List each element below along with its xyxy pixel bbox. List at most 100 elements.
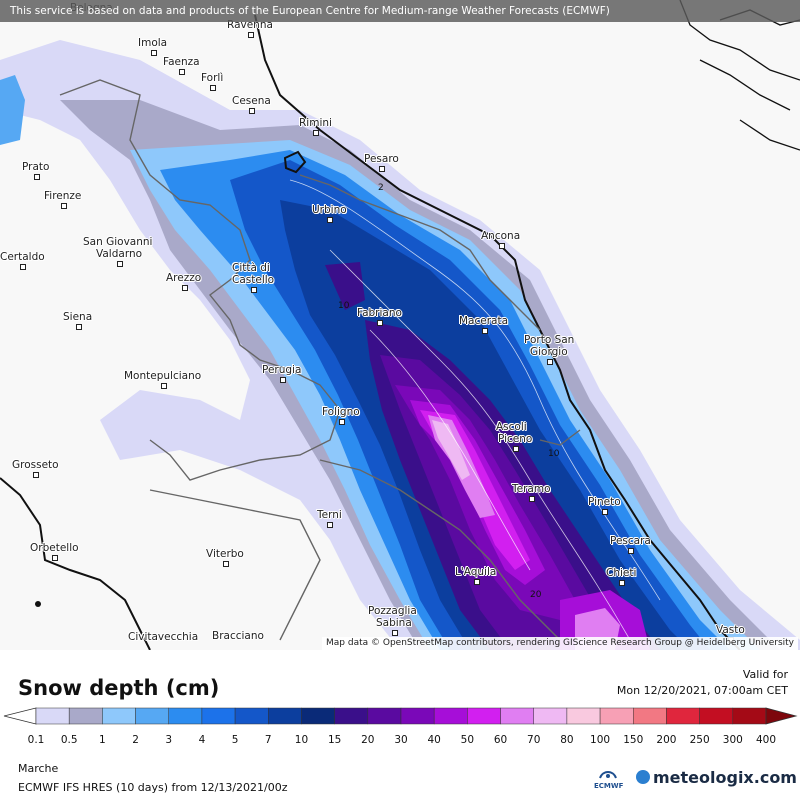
- city-label: Faenza: [163, 56, 200, 75]
- scale-tick-label: 15: [327, 734, 342, 746]
- scale-ticks: 0.1 0.5 1 2 3 4 5 7 10 15 20 30 40 50 60 70 80 100 150 200 2…: [0, 734, 800, 748]
- scale-swatch: [102, 707, 136, 725]
- city-label: L'Aquila: [455, 566, 497, 585]
- scale-tick-label: 60: [493, 734, 508, 746]
- region-borders: [59, 79, 581, 641]
- contour-lines: [289, 179, 661, 641]
- scale-tick-label: 0.1: [27, 734, 45, 746]
- ecmwf-banner: This service is based on data and produc…: [0, 0, 800, 22]
- city-label: Civitavecchia: [128, 631, 199, 643]
- city-label: Arezzo: [166, 272, 202, 291]
- scale-swatch: [533, 707, 568, 725]
- scale-swatch: [400, 707, 435, 725]
- city-label: Siena: [63, 311, 93, 330]
- scale-swatch: [301, 707, 335, 725]
- scale-tick-label: 300: [722, 734, 743, 746]
- scale-tick-label: 30: [394, 734, 408, 746]
- scale-arrow-high: [765, 707, 798, 725]
- city-label: Pesaro: [364, 153, 399, 172]
- meteologix-logo[interactable]: meteologix.com: [636, 768, 797, 787]
- contour-value-label: 10: [338, 301, 350, 311]
- map-layers: [0, 0, 800, 650]
- scale-swatch: [699, 707, 734, 725]
- scale-swatch: [500, 707, 534, 725]
- scale-swatch: [467, 707, 501, 725]
- ecmwf-logo-icon: [599, 771, 617, 779]
- valid-label: Valid for: [742, 668, 788, 681]
- city-label: Città di: [232, 262, 270, 274]
- city-label: Pozzaglia: [368, 605, 417, 617]
- model-info: ECMWF IFS HRES (10 days) from 12/13/2021…: [18, 781, 288, 794]
- city-label: Terni: [317, 509, 342, 528]
- contour-ring: [283, 150, 307, 174]
- city-label: Sabina: [376, 617, 412, 636]
- snow-area-70: [432, 420, 470, 480]
- scale-tick-label: 200: [656, 734, 677, 746]
- city-label: San Giovanni: [83, 236, 153, 248]
- city-label: Pineto: [588, 496, 621, 515]
- scale-swatch: [68, 707, 103, 725]
- scale-tick-label: 0.5: [60, 734, 78, 746]
- city-label: Grosseto: [12, 459, 59, 478]
- city-label: Pescara: [610, 535, 651, 554]
- city-label: Perugia: [262, 364, 302, 383]
- coastline: [254, 14, 741, 650]
- scale-swatch: [135, 707, 169, 725]
- region-name: Marche: [18, 762, 59, 775]
- scale-arrow-low: [3, 707, 37, 725]
- scale-tick-label: 50: [460, 734, 475, 746]
- city-label: Chieti: [606, 567, 637, 586]
- city-label: Cesena: [232, 95, 271, 114]
- snow-area-northwest: [0, 75, 25, 145]
- city-label: Castello: [232, 274, 275, 293]
- scale-tick-label: 2: [132, 734, 139, 746]
- city-label: Porto San: [524, 334, 575, 346]
- scale-tick-label: 20: [361, 734, 375, 746]
- scale-swatch: [268, 707, 302, 725]
- scale-tick-label: 400: [755, 734, 777, 746]
- city-label: Fabriano: [357, 307, 402, 326]
- city-label: Rimini: [299, 117, 332, 136]
- city-label: Montepulciano: [124, 370, 202, 389]
- scale-swatch: [367, 707, 402, 725]
- ecmwf-logo-text: ECMWF: [594, 782, 624, 790]
- scale-tick-label: 250: [689, 734, 710, 746]
- scale-tick-label: 3: [165, 734, 173, 746]
- city-label: Forlì: [201, 72, 224, 91]
- scale-tick-label: 80: [560, 734, 574, 746]
- city-label: Ravenna: [227, 19, 273, 38]
- city-label: Foligno: [322, 406, 360, 425]
- city-label: Prato: [22, 161, 50, 180]
- city-label: Ancona: [481, 230, 521, 249]
- ecmwf-logo: ECMWF: [594, 768, 624, 790]
- city-label: Urbino: [312, 204, 347, 223]
- scale-tick-label: 1: [99, 734, 106, 746]
- city-label: Teramo: [512, 483, 551, 502]
- scale-tick-label: 150: [623, 734, 644, 746]
- city-label: Orbetello: [30, 542, 79, 561]
- scale-swatch: [234, 707, 269, 725]
- contour-value-label: 2: [378, 183, 384, 193]
- scale-swatch: [334, 707, 369, 725]
- city-label: Firenze: [44, 190, 82, 209]
- scale-tick-label: 70: [527, 734, 541, 746]
- scale-swatch: [433, 707, 468, 725]
- city-label: Bracciano: [212, 630, 264, 642]
- scale-tick-label: 10: [294, 734, 309, 746]
- city-label: Piceno: [498, 433, 533, 452]
- scale-swatch: [666, 707, 700, 725]
- contour-value-label: 20: [530, 590, 542, 600]
- city-label: Imola: [138, 37, 168, 56]
- city-label: Macerata: [459, 315, 509, 334]
- city-label: Viterbo: [206, 548, 244, 567]
- city-label: Giorgio: [530, 346, 568, 365]
- scale-tick-label: 100: [590, 734, 611, 746]
- scale-swatch: [168, 707, 203, 725]
- city-label: Vasto: [716, 624, 745, 643]
- scale-swatch: [201, 707, 236, 725]
- scale-swatch: [35, 707, 70, 725]
- map-attribution[interactable]: Map data © OpenStreetMap contributors, r…: [322, 637, 798, 650]
- city-label: Certaldo: [0, 251, 45, 270]
- scale-swatch: [599, 707, 634, 725]
